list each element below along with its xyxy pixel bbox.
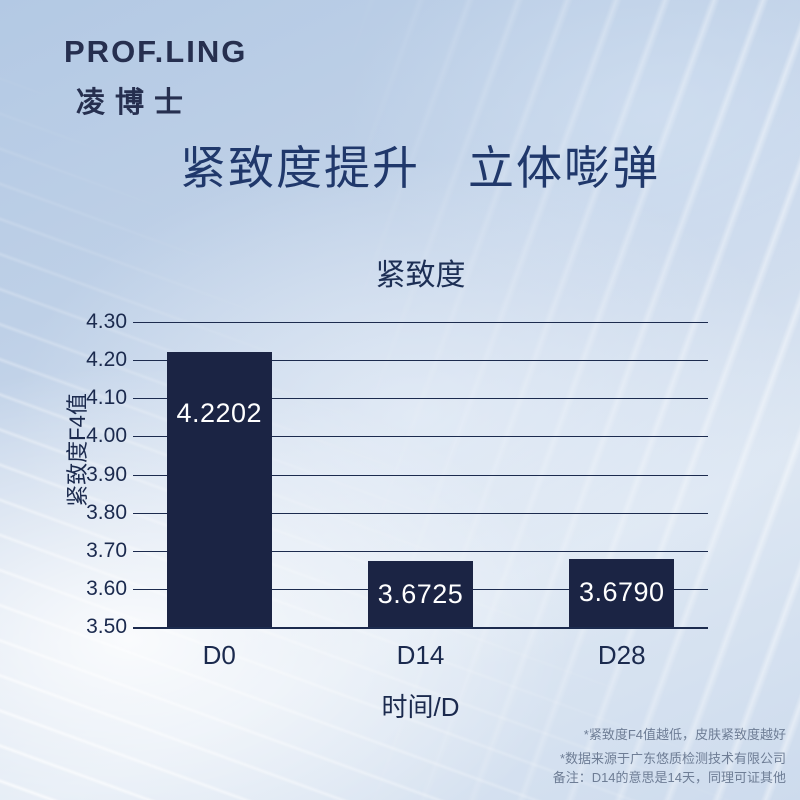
y-tick-label: 4.10 [86,386,127,410]
y-tick-label: 3.80 [86,500,127,524]
bar-value-label: 3.6725 [377,578,464,609]
footnote-line: *数据来源于广东悠质检测技术有限公司 [559,750,786,766]
grid-line [133,512,708,514]
brand-logo-chinese: 凌博士 [76,87,194,119]
grid-line [133,398,708,400]
x-axis-labels: D0 D14 D28 [133,640,708,672]
bar-D28: 3.6790 [569,558,675,627]
brand-logo: PROF.LING 凌博士 [64,34,247,121]
y-tick-label: 3.60 [86,576,127,600]
footnote-line: 备注：D14的意思是14天，同理可证其他 [552,769,786,785]
bar-value-label: 3.6790 [578,577,665,608]
footnotes: *紧致度F4值越低，皮肤紧致度越好 *数据来源于广东悠质检测技术有限公司 备注：… [553,726,786,788]
y-tick-label: 4.00 [86,424,127,448]
brand-logo-english: PROF.LING [64,34,248,69]
y-tick-label: 3.50 [86,615,127,638]
grid-line [133,436,708,438]
bar-value-label: 4.2202 [176,398,263,429]
y-axis-labels: 4.30 4.20 4.10 4.00 3.90 3.80 3.70 3.60 3.50 [0,310,127,638]
grid-line [133,360,708,362]
y-tick-label: 4.20 [86,348,127,372]
footnote-line: *紧致度F4值越低，皮肤紧致度越好 [583,727,786,742]
x-tick-label: D0 [202,640,236,670]
grid-line [133,474,708,476]
bar-D14: 3.6725 [367,561,474,627]
bar-D0: 4.2202 [166,352,272,627]
grid-line [133,322,708,323]
page-title: 紧致度提升 立体嘭弹 [180,142,660,194]
chart-title: 紧致度 [375,259,466,292]
grid-line [133,550,708,552]
grid-line [133,627,708,628]
y-tick-label: 3.90 [86,462,127,486]
x-tick-label: D14 [396,640,445,670]
plot-area: 4.2202 3.6725 3.6790 [133,322,708,629]
x-axis-title: 时间/D [381,692,460,722]
y-tick-label: 3.70 [86,538,127,562]
y-tick-label: 4.30 [86,310,127,333]
x-tick-label: D28 [597,640,646,670]
